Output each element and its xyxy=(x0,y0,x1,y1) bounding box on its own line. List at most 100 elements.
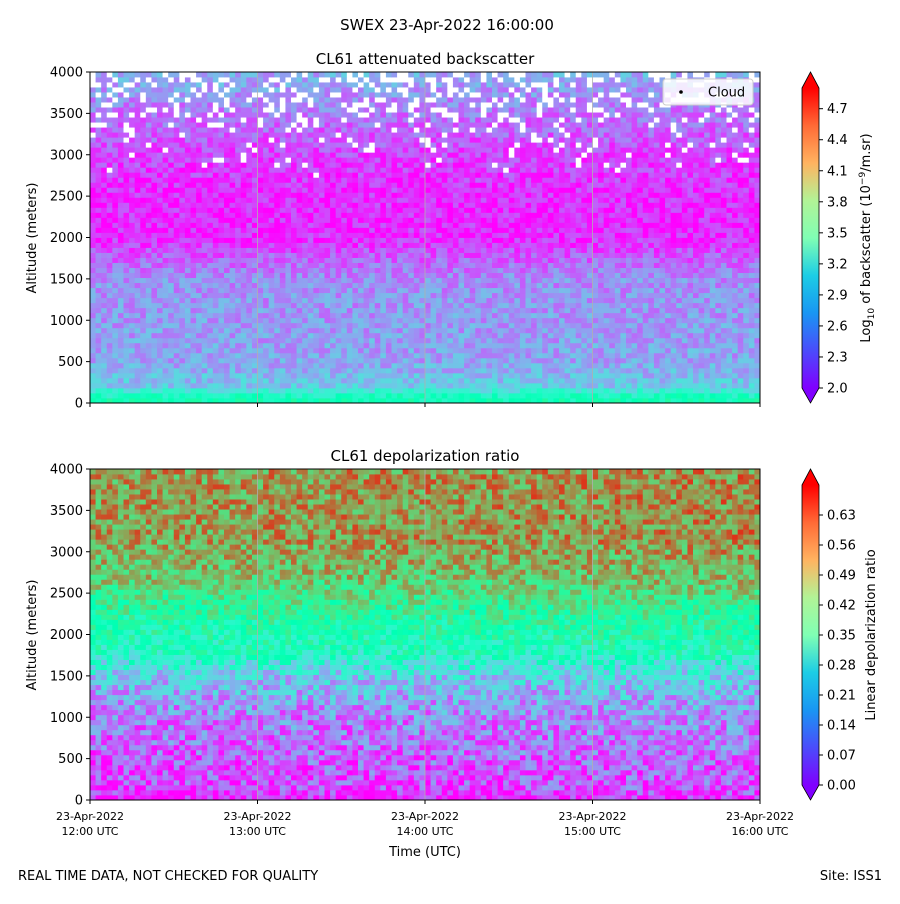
heatmap-cell xyxy=(117,222,124,228)
heatmap-cell xyxy=(257,302,264,309)
heatmap-cell xyxy=(754,392,761,399)
heatmap-cell xyxy=(631,362,638,369)
heatmap-cell xyxy=(285,302,292,309)
heatmap-cell xyxy=(559,392,565,399)
heatmap-cell xyxy=(302,392,309,399)
heatmap-cell xyxy=(464,247,471,253)
heatmap-cell xyxy=(224,392,230,399)
heatmap-cell xyxy=(408,362,415,369)
heatmap-cell xyxy=(614,197,621,203)
heatmap-cell xyxy=(173,307,180,314)
heatmap-cell xyxy=(698,362,705,369)
heatmap-cell xyxy=(196,237,203,243)
heatmap-cell xyxy=(413,392,420,399)
heatmap-cell xyxy=(162,252,169,258)
heatmap-cell xyxy=(726,327,733,334)
heatmap-cell xyxy=(117,357,124,364)
heatmap-cell xyxy=(447,312,454,319)
heatmap-cell xyxy=(480,202,487,208)
heatmap-cell xyxy=(497,322,504,329)
heatmap-cell xyxy=(402,387,409,394)
heatmap-cell xyxy=(224,247,230,253)
heatmap-cell xyxy=(687,382,694,389)
heatmap-cell xyxy=(620,327,627,334)
heatmap-cell xyxy=(575,382,582,389)
heatmap-cell xyxy=(246,222,253,228)
heatmap-cell xyxy=(441,362,448,369)
heatmap-cell xyxy=(279,267,286,274)
heatmap-cell xyxy=(251,387,258,394)
heatmap-cell xyxy=(207,372,214,379)
heatmap-cell xyxy=(106,257,113,263)
heatmap-cell xyxy=(598,282,605,289)
heatmap-cell xyxy=(425,312,431,319)
heatmap-cell xyxy=(274,372,281,379)
heatmap-cell xyxy=(134,277,141,284)
heatmap-cell xyxy=(397,222,404,228)
heatmap-cell xyxy=(112,322,119,329)
heatmap-cell xyxy=(670,367,677,374)
heatmap-cell xyxy=(575,367,582,374)
heatmap-cell xyxy=(687,202,694,208)
heatmap-cell xyxy=(145,282,152,289)
heatmap-cell xyxy=(508,327,515,334)
heatmap-cell xyxy=(402,357,409,364)
heatmap-cell xyxy=(106,362,113,369)
heatmap-cell xyxy=(408,397,415,404)
heatmap-cell xyxy=(536,302,543,309)
heatmap-cell xyxy=(581,312,588,319)
heatmap-cell xyxy=(391,392,398,399)
heatmap-cell xyxy=(330,242,337,248)
heatmap-cell xyxy=(626,387,632,394)
heatmap-cell xyxy=(279,367,286,374)
heatmap-cell xyxy=(413,197,420,203)
heatmap-cell xyxy=(352,207,359,213)
heatmap-cell xyxy=(547,257,554,263)
heatmap-cell xyxy=(693,322,699,329)
heatmap-cell xyxy=(748,397,755,404)
heatmap-cell xyxy=(151,327,158,334)
heatmap-cell xyxy=(559,352,565,359)
heatmap-cell xyxy=(486,397,493,404)
heatmap-cell xyxy=(179,197,186,203)
heatmap-cell xyxy=(452,372,459,379)
heatmap-cell xyxy=(419,282,426,289)
heatmap-cell xyxy=(681,372,688,379)
heatmap-cell xyxy=(720,207,727,213)
heatmap-cell xyxy=(358,252,364,258)
heatmap-cell xyxy=(508,347,515,354)
heatmap-cell xyxy=(670,217,677,223)
heatmap-cell xyxy=(754,262,761,268)
heatmap-cell xyxy=(318,387,325,394)
heatmap-cell xyxy=(581,342,588,349)
heatmap-cell xyxy=(653,352,660,359)
heatmap-cell xyxy=(670,352,677,359)
heatmap-cell xyxy=(279,302,286,309)
heatmap-cell xyxy=(352,312,359,319)
heatmap-cell xyxy=(603,302,610,309)
heatmap-cell xyxy=(575,197,582,203)
heatmap-cell xyxy=(251,312,258,319)
heatmap-cell xyxy=(519,382,526,389)
heatmap-cell xyxy=(413,222,420,228)
heatmap-cell xyxy=(508,397,515,404)
heatmap-cell xyxy=(274,192,281,198)
heatmap-cell xyxy=(224,397,230,404)
heatmap-cell xyxy=(162,277,169,284)
heatmap-cell xyxy=(385,207,392,213)
heatmap-cell xyxy=(196,262,203,268)
heatmap-cell xyxy=(408,237,415,243)
heatmap-cell xyxy=(698,272,705,279)
heatmap-cell xyxy=(168,367,175,374)
heatmap-cell xyxy=(709,387,716,394)
heatmap-cell xyxy=(90,212,96,218)
heatmap-cell xyxy=(480,267,487,274)
heatmap-cell xyxy=(737,262,744,268)
heatmap-cell xyxy=(559,377,565,384)
heatmap-cell xyxy=(145,257,152,263)
heatmap-cell xyxy=(715,242,722,248)
heatmap-cell xyxy=(173,217,180,223)
heatmap-cell xyxy=(335,282,342,289)
heatmap-cell xyxy=(726,252,733,258)
heatmap-cell xyxy=(374,287,381,294)
